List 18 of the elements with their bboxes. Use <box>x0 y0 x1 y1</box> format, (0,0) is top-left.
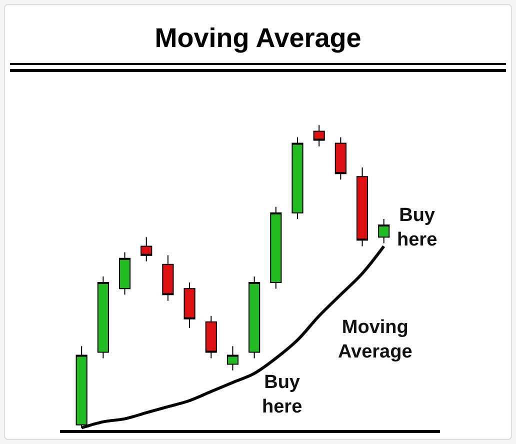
candlestick <box>140 236 152 262</box>
annotation: Moving Average <box>338 317 412 363</box>
candlestick <box>205 315 217 359</box>
candlestick <box>248 276 260 359</box>
candlestick <box>97 276 109 359</box>
candlestick <box>270 206 282 290</box>
candlestick <box>184 282 196 328</box>
candlestick <box>292 136 304 220</box>
chart-title: Moving Average <box>154 23 362 54</box>
text: Buy here <box>397 205 438 251</box>
candlestick <box>356 167 368 247</box>
candlestick <box>378 218 390 244</box>
candlestick <box>313 124 325 147</box>
candlestick <box>226 346 239 371</box>
candlestick <box>118 252 131 296</box>
candlestick <box>162 254 174 302</box>
annotation: Buy here <box>262 372 302 418</box>
candlestick <box>334 136 346 180</box>
